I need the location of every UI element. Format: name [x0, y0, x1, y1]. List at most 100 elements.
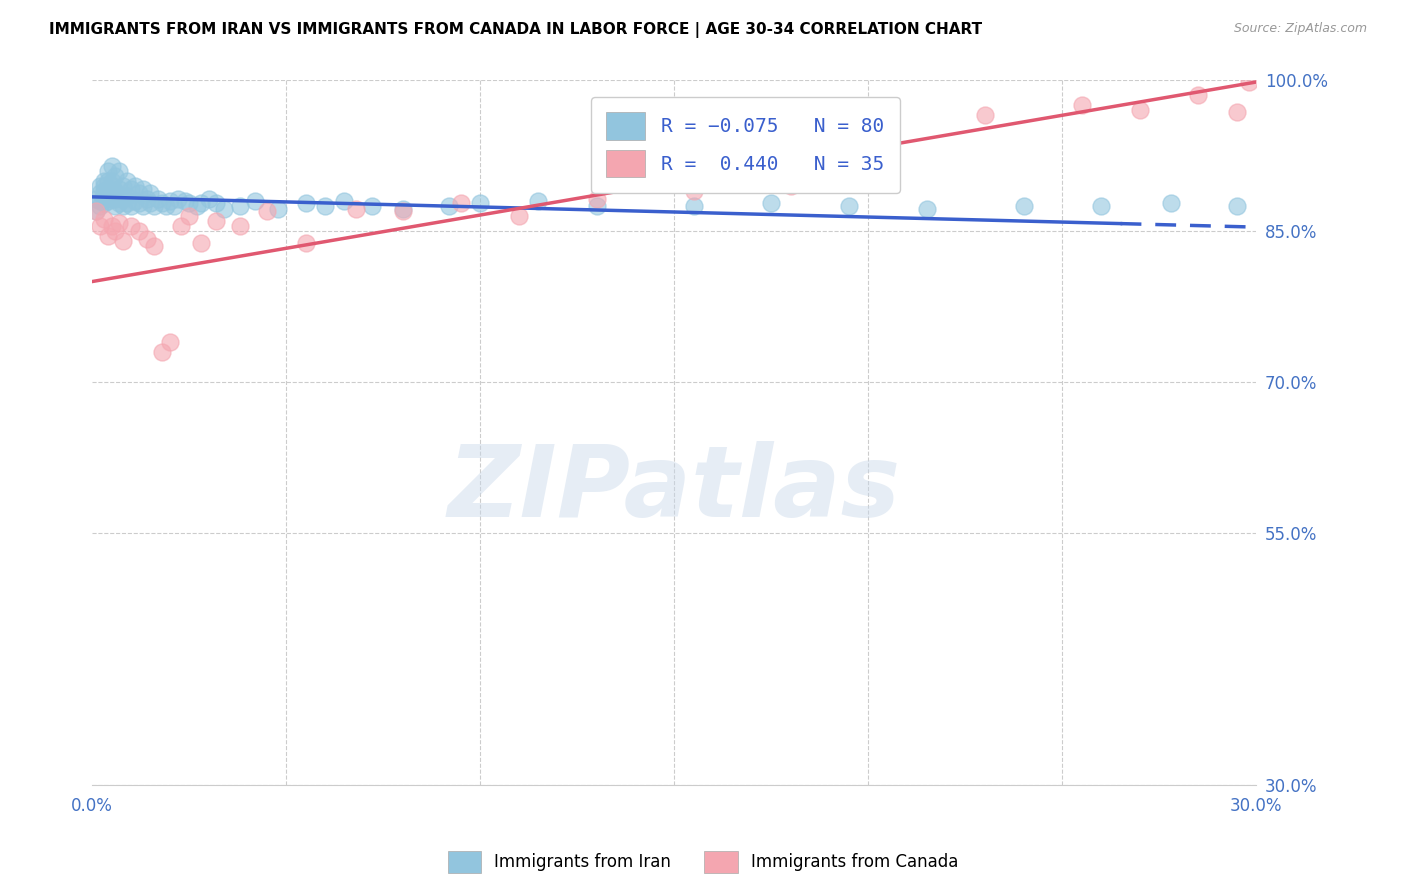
Point — [915, 202, 938, 216]
Point — [84, 204, 107, 219]
Point — [1237, 75, 1260, 89]
Point — [124, 178, 146, 193]
Point — [1226, 105, 1249, 120]
Point — [243, 194, 266, 208]
Point — [212, 202, 235, 216]
Point — [360, 199, 382, 213]
Point — [159, 334, 181, 349]
Point — [97, 229, 120, 244]
Point — [139, 196, 162, 211]
Point — [128, 186, 150, 200]
Point — [112, 199, 135, 213]
Point — [135, 192, 157, 206]
Point — [131, 182, 153, 196]
Point — [973, 108, 995, 122]
Point — [108, 182, 131, 196]
Point — [1226, 199, 1249, 213]
Point — [174, 194, 197, 208]
Point — [108, 216, 131, 230]
Point — [115, 174, 138, 188]
Point — [89, 219, 111, 233]
Point — [197, 192, 219, 206]
Point — [93, 212, 115, 227]
Point — [470, 196, 492, 211]
Point — [256, 204, 278, 219]
Point — [100, 219, 122, 233]
Point — [186, 199, 208, 213]
Point — [267, 202, 290, 216]
Point — [84, 192, 107, 206]
Point — [100, 174, 122, 188]
Point — [139, 186, 162, 200]
Point — [163, 199, 186, 213]
Point — [104, 192, 127, 206]
Point — [112, 234, 135, 248]
Point — [159, 194, 181, 208]
Point — [391, 202, 413, 216]
Point — [120, 219, 142, 233]
Point — [143, 199, 166, 213]
Point — [146, 192, 169, 206]
Point — [876, 103, 898, 118]
Point — [527, 194, 550, 208]
Point — [93, 174, 115, 188]
Point — [294, 236, 316, 251]
Point — [437, 199, 460, 213]
Point — [108, 196, 131, 211]
Point — [508, 209, 530, 223]
Point — [97, 163, 120, 178]
Point — [89, 178, 111, 193]
Point — [120, 182, 142, 196]
Point — [135, 232, 157, 246]
Point — [100, 186, 122, 200]
Point — [391, 204, 413, 219]
Point — [150, 345, 173, 359]
Point — [179, 196, 201, 211]
Point — [128, 224, 150, 238]
Legend: R = −0.075   N = 80, R =  0.440   N = 35: R = −0.075 N = 80, R = 0.440 N = 35 — [591, 96, 900, 193]
Point — [761, 196, 783, 211]
Point — [84, 204, 107, 219]
Text: IMMIGRANTS FROM IRAN VS IMMIGRANTS FROM CANADA IN LABOR FORCE | AGE 30-34 CORREL: IMMIGRANTS FROM IRAN VS IMMIGRANTS FROM … — [49, 22, 983, 38]
Point — [97, 174, 120, 188]
Point — [228, 199, 250, 213]
Point — [97, 182, 120, 196]
Point — [115, 196, 138, 211]
Point — [838, 199, 860, 213]
Point — [128, 196, 150, 211]
Point — [124, 194, 146, 208]
Point — [89, 186, 111, 200]
Point — [120, 199, 142, 213]
Point — [100, 159, 122, 173]
Point — [93, 196, 115, 211]
Point — [166, 192, 188, 206]
Point — [155, 199, 177, 213]
Legend: Immigrants from Iran, Immigrants from Canada: Immigrants from Iran, Immigrants from Ca… — [441, 845, 965, 880]
Point — [682, 184, 704, 198]
Point — [93, 189, 115, 203]
Point — [93, 178, 115, 193]
Point — [170, 219, 193, 233]
Text: Source: ZipAtlas.com: Source: ZipAtlas.com — [1233, 22, 1367, 36]
Text: ZIPatlas: ZIPatlas — [447, 441, 901, 538]
Point — [190, 196, 212, 211]
Point — [115, 189, 138, 203]
Point — [104, 184, 127, 198]
Point — [1090, 199, 1112, 213]
Point — [205, 196, 228, 211]
Point — [112, 192, 135, 206]
Point — [89, 194, 111, 208]
Point — [333, 194, 356, 208]
Point — [97, 194, 120, 208]
Point — [100, 192, 122, 206]
Point — [190, 236, 212, 251]
Point — [228, 219, 250, 233]
Point — [682, 199, 704, 213]
Point — [104, 199, 127, 213]
Point — [585, 192, 607, 206]
Point — [1187, 88, 1209, 103]
Point — [108, 163, 131, 178]
Point — [779, 178, 801, 193]
Point — [1160, 196, 1182, 211]
Point — [1070, 98, 1092, 112]
